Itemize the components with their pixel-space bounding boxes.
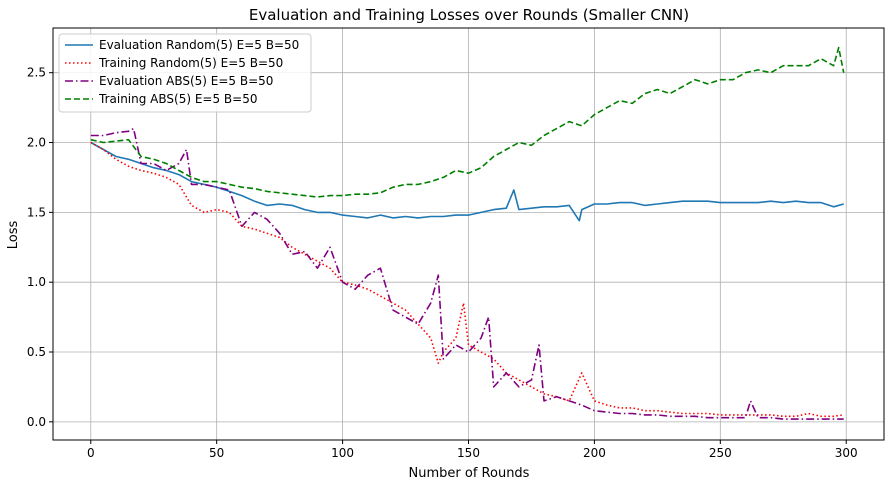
axis-ticks: 0 50 100 150 200 250 300 0.0 0.5 1.0 1.5 2.0 2.5 <box>27 66 858 460</box>
x-tick-label: 150 <box>457 446 480 460</box>
legend-label: Evaluation Random(5) E=5 B=50 <box>99 38 299 52</box>
x-tick-label: 100 <box>331 446 354 460</box>
x-tick-label: 200 <box>583 446 606 460</box>
legend: Evaluation Random(5) E=5 B=50 Training Ra… <box>58 33 312 113</box>
y-tick-label: 0.0 <box>27 415 46 429</box>
series-lines <box>90 46 845 420</box>
y-axis-label: Loss <box>6 221 21 250</box>
y-tick-label: 2.0 <box>27 136 46 150</box>
x-tick-label: 250 <box>709 446 732 460</box>
x-tick-label: 0 <box>87 446 95 460</box>
series-line-4 <box>90 46 845 198</box>
x-tick-label: 50 <box>209 446 224 460</box>
y-tick-label: 1.5 <box>27 205 46 219</box>
y-tick-label: 0.5 <box>27 345 46 359</box>
legend-label: Evaluation ABS(5) E=5 B=50 <box>99 74 273 88</box>
legend-label: Training Random(5) E=5 B=50 <box>98 56 283 70</box>
legend-label: Training ABS(5) E=5 B=50 <box>98 92 257 106</box>
x-axis-label: Number of Rounds <box>409 466 530 481</box>
y-tick-label: 1.0 <box>27 275 46 289</box>
legend-box <box>58 33 312 113</box>
y-tick-label: 2.5 <box>27 66 46 80</box>
chart-title: Evaluation and Training Losses over Roun… <box>249 6 689 24</box>
x-tick-label: 300 <box>835 446 858 460</box>
